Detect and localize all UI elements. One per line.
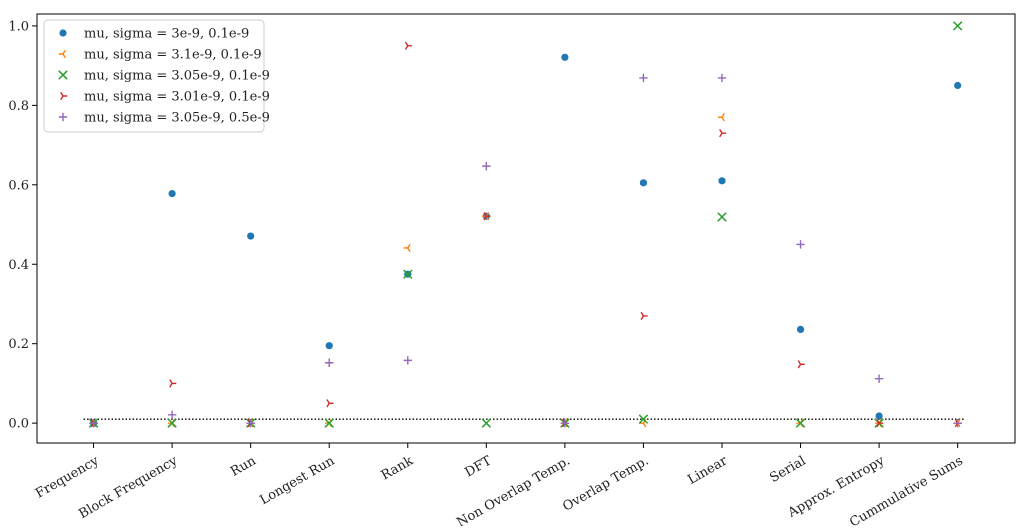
y-tick-label: 0.6 (8, 178, 29, 193)
legend-label: mu, sigma = 3.1e-9, 0.1e-9 (84, 48, 262, 63)
data-point (246, 418, 255, 428)
series-5 (89, 73, 962, 428)
data-point (167, 418, 177, 428)
series-2 (89, 113, 961, 428)
legend-marker (58, 112, 68, 122)
data-point (403, 269, 413, 279)
data-point (167, 410, 177, 419)
legend-label: mu, sigma = 3e-9, 0.1e-9 (84, 27, 249, 42)
data-point (718, 177, 726, 185)
data-point (404, 41, 412, 50)
data-point (954, 81, 962, 90)
x-tick-label: Frequency (33, 453, 102, 501)
data-point (717, 113, 725, 122)
x-tick-label: Rank (379, 453, 416, 483)
data-point (89, 418, 98, 428)
y-tick-label: 0.0 (8, 417, 29, 432)
data-point (874, 374, 884, 383)
plot-area-frame (36, 13, 1016, 444)
x-tick-label: Serial (767, 453, 808, 485)
data-point (483, 212, 491, 221)
data-point (953, 418, 962, 428)
data-point (638, 414, 649, 424)
y-tick-label: 0.8 (8, 99, 29, 114)
data-points (88, 21, 963, 428)
x-tick-label: Longest Run (257, 453, 337, 508)
data-point (797, 360, 805, 369)
data-point (560, 418, 570, 428)
data-point (639, 73, 648, 83)
data-point (876, 418, 884, 428)
data-point (169, 379, 177, 388)
data-point (561, 53, 569, 61)
data-point (325, 342, 333, 350)
y-axis: 0.0 0.2 0.4 0.6 0.8 1.0 (8, 19, 37, 432)
data-point (875, 412, 883, 420)
y-tick-label: 0.4 (8, 258, 29, 273)
data-point (717, 73, 727, 83)
data-point (796, 240, 805, 249)
data-point (640, 311, 648, 321)
legend-marker (59, 29, 67, 37)
data-point (403, 356, 412, 365)
legend-marker (60, 91, 68, 101)
data-point (326, 399, 334, 408)
y-tick-label: 0.2 (8, 337, 29, 352)
data-point (403, 243, 411, 253)
x-tick-label: Linear (685, 453, 730, 488)
data-point (247, 232, 255, 240)
legend-label: mu, sigma = 3.01e-9, 0.1e-9 (84, 90, 270, 105)
data-point (796, 325, 805, 333)
legend-box (43, 19, 265, 133)
x-tick-label: DFT (462, 453, 494, 480)
legend-label: mu, sigma = 3.05e-9, 0.1e-9 (84, 69, 270, 84)
legend: mu, sigma = 3e-9, 0.1e-9 mu, sigma = 3.1e… (43, 19, 270, 133)
x-tick-label: Overlap Temp. (560, 453, 651, 514)
legend-label: mu, sigma = 3.05e-9, 0.5e-9 (84, 111, 270, 126)
y-tick-label: 1.0 (8, 19, 29, 34)
data-point (719, 129, 727, 138)
data-point (482, 161, 491, 171)
data-point (952, 21, 963, 31)
data-point (324, 418, 334, 428)
data-point (325, 358, 334, 367)
legend-marker (58, 49, 66, 59)
data-point (639, 179, 648, 187)
data-point (168, 189, 176, 198)
x-tick-label: Run (228, 453, 259, 480)
data-point (717, 212, 727, 222)
data-point (481, 418, 492, 428)
legend-marker (58, 70, 68, 80)
data-point (795, 418, 806, 428)
